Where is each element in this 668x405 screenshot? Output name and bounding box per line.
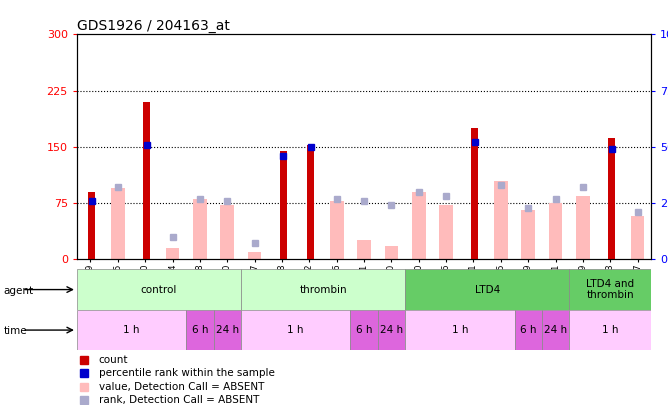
Text: 6 h: 6 h [356,325,372,335]
Bar [514,310,542,350]
Text: 1 h: 1 h [124,325,140,335]
Text: 24 h: 24 h [380,325,403,335]
Text: 6 h: 6 h [520,325,536,335]
Text: LTD4: LTD4 [474,285,500,294]
Bar [385,246,398,259]
Bar [405,310,514,350]
Text: 6 h: 6 h [192,325,208,335]
Text: 1 h: 1 h [287,325,304,335]
Bar [608,138,615,259]
Text: control: control [141,285,177,294]
Bar [241,310,351,350]
Text: 1 h: 1 h [602,325,619,335]
Bar [307,145,314,259]
Bar [77,310,186,350]
Bar [248,252,261,259]
Bar [143,102,150,259]
Text: count: count [99,355,128,365]
Bar [330,201,343,259]
Text: time: time [3,326,27,336]
Bar [576,196,590,259]
Bar [193,199,207,259]
Bar [440,205,453,259]
Bar [220,205,234,259]
Bar [631,216,645,259]
Bar [357,241,371,259]
Bar [377,310,405,350]
Bar [548,203,562,259]
Text: 24 h: 24 h [216,325,239,335]
Text: LTD4 and
thrombin: LTD4 and thrombin [587,279,635,301]
Bar [542,310,569,350]
Bar [569,310,651,350]
Bar [214,310,241,350]
Bar [186,310,214,350]
Bar [405,269,569,310]
Text: percentile rank within the sample: percentile rank within the sample [99,369,275,378]
Bar [77,269,241,310]
Text: GDS1926 / 204163_at: GDS1926 / 204163_at [77,19,230,33]
Bar [521,211,535,259]
Text: 24 h: 24 h [544,325,567,335]
Text: value, Detection Call = ABSENT: value, Detection Call = ABSENT [99,382,264,392]
Bar [166,248,180,259]
Bar [88,192,96,259]
Bar [241,269,405,310]
Bar [111,188,125,259]
Text: 1 h: 1 h [452,325,468,335]
Bar [280,151,287,259]
Bar [472,128,478,259]
Bar [412,192,426,259]
Bar [569,269,651,310]
Text: thrombin: thrombin [299,285,347,294]
Text: agent: agent [3,286,33,296]
Bar [351,310,377,350]
Text: rank, Detection Call = ABSENT: rank, Detection Call = ABSENT [99,395,259,405]
Bar [494,181,508,259]
